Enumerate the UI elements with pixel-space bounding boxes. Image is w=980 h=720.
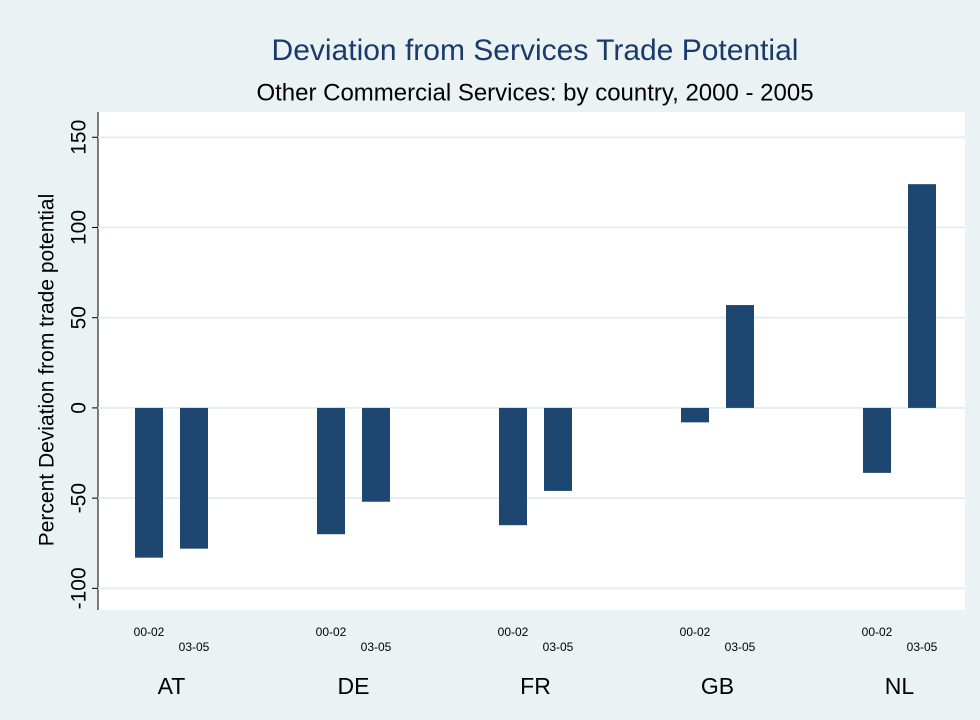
y-tick-label: -50	[68, 483, 91, 513]
plot-area	[98, 112, 965, 610]
y-tick-label: 50	[68, 306, 91, 329]
y-tick-label: -100	[68, 567, 91, 609]
bar	[681, 407, 709, 423]
bar	[544, 407, 572, 491]
x-tick-label: NL	[885, 673, 915, 699]
y-tick-label: 150	[68, 120, 91, 155]
x-tick-label: GB	[701, 673, 734, 699]
y-tick-label: 100	[68, 210, 91, 245]
bar	[135, 407, 163, 558]
chart-subtitle: Other Commercial Services: by country, 2…	[256, 79, 813, 106]
bar	[863, 407, 891, 473]
x-tick-label: FR	[520, 673, 551, 699]
bar-sublabel: 03-05	[361, 640, 392, 654]
bar	[317, 407, 345, 535]
y-axis-label: Percent Deviation from trade potential	[36, 194, 59, 547]
y-tick-label: 0	[68, 402, 91, 414]
bar-sublabel: 03-05	[725, 640, 756, 654]
bar-sublabel: 00-02	[316, 625, 347, 639]
x-tick-label: DE	[338, 673, 370, 699]
bar	[908, 184, 936, 408]
bar-sublabel: 03-05	[543, 640, 574, 654]
bar-sublabel: 00-02	[862, 625, 893, 639]
bar-sublabel: 00-02	[680, 625, 711, 639]
bar	[499, 407, 527, 526]
bar	[180, 407, 208, 549]
bar	[726, 305, 754, 408]
bar	[362, 407, 390, 502]
x-tick-label: AT	[158, 673, 186, 699]
bar-sublabel: 00-02	[134, 625, 165, 639]
bar-sublabel: 00-02	[498, 625, 529, 639]
chart-title: Deviation from Services Trade Potential	[272, 34, 799, 67]
bar-sublabel: 03-05	[907, 640, 938, 654]
bar-sublabel: 03-05	[179, 640, 210, 654]
